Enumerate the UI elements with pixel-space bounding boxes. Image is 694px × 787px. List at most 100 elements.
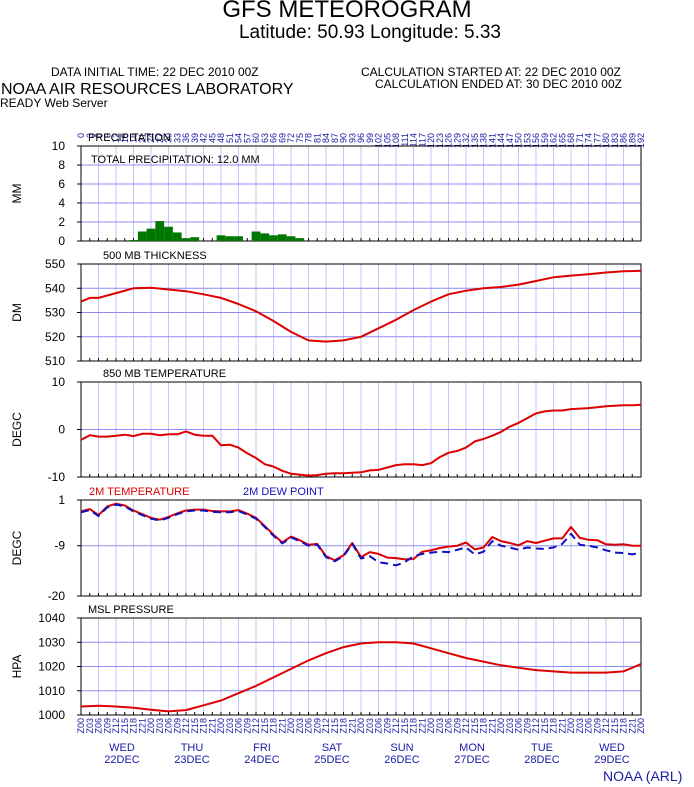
bottom-hour-tick-label: Z06 — [304, 718, 314, 734]
top-hour-tick-label: 9 — [102, 133, 112, 138]
bottom-hour-tick-label: Z03 — [435, 718, 445, 734]
bottom-hour-tick-label: Z15 — [120, 718, 130, 734]
y-tick-label: 10 — [52, 139, 66, 153]
bottom-hour-tick-label: Z09 — [312, 718, 322, 734]
legend-label: 2M DEW POINT — [243, 486, 324, 498]
bottom-hour-tick-label: Z00 — [216, 718, 226, 734]
day-label: WED — [109, 742, 135, 754]
top-hour-tick-label: 105 — [382, 133, 392, 148]
top-hour-tick-label: 54 — [234, 133, 244, 143]
top-hour-tick-label: 126 — [444, 133, 454, 148]
bottom-hour-tick-label: Z15 — [610, 718, 620, 734]
top-hour-tick-label: 72 — [286, 133, 296, 143]
bottom-hour-tick-label: Z00 — [636, 718, 646, 734]
bottom-hour-tick-label: Z06 — [514, 718, 524, 734]
y-axis-label: DEGC — [10, 530, 24, 565]
day-label: SUN — [390, 742, 413, 754]
top-hour-tick-label: 69 — [277, 133, 287, 143]
y-tick-label: 1 — [58, 493, 65, 507]
bottom-hour-tick-label: Z12 — [111, 718, 121, 734]
top-hour-tick-label: 147 — [505, 133, 515, 148]
top-hour-tick-label: 15 — [120, 133, 130, 143]
y-axis-label: DM — [10, 303, 24, 322]
bottom-hour-tick-label: Z18 — [129, 718, 139, 734]
noaa-credit: NOAA (ARL) — [603, 768, 683, 784]
chart-panel: 510 520 530 540 550 DM 500 MB THICKNESS — [10, 250, 642, 368]
server-name: READY Web Server — [0, 96, 108, 110]
precip-bar — [277, 234, 287, 241]
bottom-hour-tick-label: Z12 — [391, 718, 401, 734]
panel-annotation: TOTAL PRECIPITATION: 12.0 MM — [91, 154, 260, 166]
precip-bar — [137, 231, 147, 241]
precip-bar — [172, 232, 182, 241]
bottom-hour-tick-label: Z06 — [164, 718, 174, 734]
bottom-hour-tick-label: Z09 — [522, 718, 532, 734]
top-hour-tick-label: 174 — [584, 133, 594, 148]
precip-bar — [190, 237, 200, 241]
data-initial-time: DATA INITIAL TIME: 22 DEC 2010 00Z — [51, 65, 259, 79]
top-hour-tick-label: 81 — [312, 133, 322, 143]
top-hour-tick-label: 177 — [592, 133, 602, 148]
bottom-hour-tick-label: Z09 — [172, 718, 182, 734]
bottom-hour-tick-label: Z00 — [286, 718, 296, 734]
top-hour-tick-label: 63 — [260, 133, 270, 143]
top-hour-tick-label: 153 — [522, 133, 532, 148]
bottom-hour-tick-label: Z15 — [400, 718, 410, 734]
bottom-hour-tick-label: Z09 — [242, 718, 252, 734]
date-label: 26DEC — [384, 754, 420, 766]
top-hour-tick-label: 168 — [566, 133, 576, 148]
date-label: 23DEC — [174, 754, 210, 766]
top-hour-tick-label: 108 — [391, 133, 401, 148]
legend-label: 2M TEMPERATURE — [89, 486, 189, 498]
top-hour-tick-label: 51 — [225, 133, 235, 143]
precip-bar — [181, 238, 191, 241]
top-hour-tick-label: 84 — [321, 133, 331, 143]
lab-name: NOAA AIR RESOURCES LABORATORY — [1, 81, 294, 98]
bottom-hour-tick-label: Z18 — [549, 718, 559, 734]
precip-bar — [225, 236, 235, 241]
top-hour-tick-label: 27 — [155, 133, 165, 143]
top-hour-tick-label: 180 — [601, 133, 611, 148]
y-tick-label: 1000 — [38, 708, 65, 722]
bottom-hour-tick-label: Z03 — [365, 718, 375, 734]
y-axis-label: HPA — [10, 655, 24, 679]
bottom-hour-tick-label: Z18 — [409, 718, 419, 734]
top-hour-tick-label: 117 — [417, 133, 427, 147]
precip-bar — [295, 238, 305, 241]
bottom-hour-tick-label: Z00 — [76, 718, 86, 734]
y-axis-label: DEGC — [10, 412, 24, 447]
precip-bar — [234, 236, 243, 241]
bottom-hour-tick-label: Z18 — [479, 718, 489, 734]
precip-bar — [286, 236, 296, 241]
top-hour-tick-label: 48 — [216, 133, 226, 143]
bottom-hour-tick-label: Z21 — [417, 718, 427, 734]
top-hour-tick-label: 171 — [575, 133, 585, 148]
y-tick-label: 10 — [52, 375, 66, 389]
top-hour-tick-label: 114 — [409, 133, 419, 147]
day-label: THU — [181, 742, 204, 754]
panel-title: PRECIPITATION — [88, 132, 171, 144]
top-hour-tick-label: 123 — [435, 133, 445, 148]
day-label: MON — [459, 742, 485, 754]
bottom-hour-tick-label: Z15 — [330, 718, 340, 734]
precip-bar — [129, 240, 138, 241]
series-line — [80, 641, 642, 713]
precip-bar — [269, 235, 278, 241]
bottom-hour-tick-label: Z15 — [540, 718, 550, 734]
precip-bar — [155, 221, 165, 241]
top-hour-tick-label: 99 — [365, 133, 375, 143]
chart-panel: -10 0 10 DEGC 850 MB TEMPERATURE — [10, 368, 642, 484]
date-label: 28DEC — [524, 754, 560, 766]
top-hour-tick-label: 135 — [470, 133, 480, 148]
top-hour-tick-label: 129 — [452, 133, 462, 148]
location-subtitle: Latitude: 50.93 Longitude: 5.33 — [238, 22, 501, 43]
top-hour-tick-label: 159 — [540, 133, 550, 148]
top-hour-tick-label: 96 — [356, 133, 366, 143]
bottom-hour-tick-label: Z18 — [199, 718, 209, 734]
top-hour-tick-label: 162 — [549, 133, 559, 148]
bottom-hour-tick-label: Z21 — [207, 718, 217, 734]
top-hour-tick-label: 165 — [557, 133, 567, 148]
bottom-hour-tick-label: Z09 — [592, 718, 602, 734]
